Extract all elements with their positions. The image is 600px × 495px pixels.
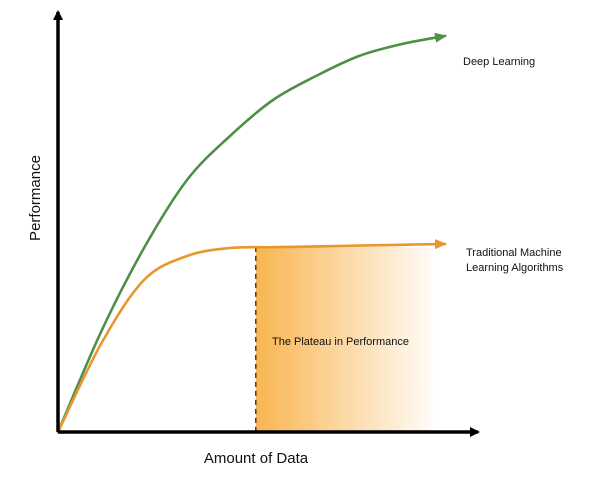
y-axis-label: Performance [27, 155, 44, 241]
series-label-traditional-ml-line-2: Learning Algorithms [466, 262, 564, 274]
series-line-deep-learning [56, 32, 447, 434]
series-line-traditional-ml [56, 239, 447, 434]
x-axis-label: Amount of Data [204, 450, 309, 467]
series-label-traditional-ml-line-1: Traditional Machine [466, 247, 562, 259]
series-label-deep-learning: Deep Learning [463, 56, 535, 68]
plateau-annotation-label: The Plateau in Performance [272, 336, 409, 348]
series-label-traditional-ml: Traditional Machine Learning Algorithms [466, 247, 565, 274]
plateau-region [255, 246, 433, 432]
